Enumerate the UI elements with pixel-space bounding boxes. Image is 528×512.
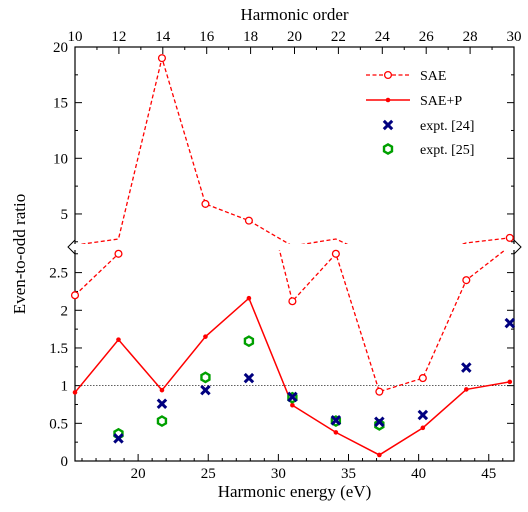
axis-break-mark-left <box>67 239 76 255</box>
series-saep-point <box>420 425 426 431</box>
legend-label: SAE <box>420 69 446 84</box>
x-tick-label: 40 <box>411 466 426 482</box>
legend-label: expt. [24] <box>420 119 474 134</box>
series-sae-line-lower <box>75 250 507 393</box>
series-sae-point <box>157 54 167 63</box>
series-saep-point <box>290 402 295 408</box>
top-tick-label: 28 <box>463 29 478 45</box>
series-expt24-point <box>113 433 124 444</box>
x-tick-label: 35 <box>341 466 356 482</box>
series-sae-point <box>288 297 297 306</box>
top-tick-label: 14 <box>155 29 171 45</box>
series-expt24-point <box>417 409 429 421</box>
series-saep-point <box>507 379 513 385</box>
series-saep-point <box>333 430 339 435</box>
series-expt24-point <box>504 317 516 329</box>
series-sae-point <box>505 233 514 242</box>
y-tick-label: 2.5 <box>49 266 68 282</box>
lower-panel-group <box>75 250 507 393</box>
y-tick-label: 10 <box>53 151 68 167</box>
legend-expt24-marker <box>382 119 394 131</box>
series-expt24-point <box>200 384 211 396</box>
series-sae-point <box>462 276 471 285</box>
top-tick-label: 10 <box>68 29 83 45</box>
top-tick-label: 22 <box>331 29 346 45</box>
y-axis-title: Even-to-odd ratio <box>10 194 29 314</box>
series-expt24-point <box>243 372 255 384</box>
series-saep-point <box>159 387 165 393</box>
series-expt24-point <box>461 362 472 373</box>
series-sae-point <box>418 374 427 383</box>
legend-sae-marker <box>383 70 393 80</box>
upper-panel-group <box>78 55 510 244</box>
series-expt24-point <box>330 415 342 426</box>
series-saep-point <box>246 295 252 301</box>
x-tick-label: 25 <box>201 466 216 482</box>
series-sae-point <box>375 387 384 396</box>
series-saep-point <box>203 334 208 339</box>
series-expt24-point <box>287 391 298 403</box>
series-sae-point <box>244 216 253 225</box>
x-axis-title: Harmonic energy (eV) <box>218 482 372 501</box>
top-tick-label: 12 <box>111 29 126 45</box>
legend-saep-marker <box>385 97 391 103</box>
axis-break-gap-left <box>69 244 81 250</box>
axis-break-gap-right <box>508 244 520 250</box>
y-tick-label: 20 <box>53 40 68 56</box>
top-tick-label: 30 <box>507 29 522 45</box>
y-tick-label: 1 <box>61 379 69 395</box>
x-tick-label: 45 <box>481 466 496 482</box>
series-sae-point <box>201 199 210 208</box>
series-saep-point <box>116 337 121 342</box>
x-tick-label: 20 <box>131 466 146 482</box>
series-expt25-point <box>156 415 168 428</box>
series-expt24-point <box>156 398 168 409</box>
series-saep-point <box>72 390 78 395</box>
series-expt25-point <box>200 371 211 384</box>
x-tick-label: 30 <box>271 466 286 482</box>
top-tick-label: 16 <box>199 29 215 45</box>
y-tick-label: 15 <box>53 96 68 112</box>
y-tick-label: 1.5 <box>49 341 68 357</box>
series-expt25-point <box>243 335 255 348</box>
series-saep-line <box>74 296 510 456</box>
series-saep-point <box>377 452 382 458</box>
legend-expt25-marker <box>382 143 394 155</box>
legend-label: expt. [25] <box>420 143 474 158</box>
top-axis-title: Harmonic order <box>240 5 348 24</box>
top-tick-label: 20 <box>287 29 302 45</box>
y-tick-label: 5 <box>61 207 69 223</box>
top-tick-label: 26 <box>419 29 435 45</box>
axis-break-mark-right <box>513 239 522 255</box>
series-sae-point <box>70 291 80 300</box>
series-sae-line-upper <box>78 55 510 244</box>
y-tick-label: 2 <box>61 303 69 319</box>
y-tick-label: 0.5 <box>49 416 68 432</box>
top-tick-label: 24 <box>375 29 391 45</box>
series-sae-point <box>331 249 340 258</box>
series-expt24-point <box>374 416 385 428</box>
series-sae-point <box>114 249 123 258</box>
top-tick-label: 18 <box>243 29 258 45</box>
series-saep-point <box>464 387 469 392</box>
legend-label: SAE+P <box>420 94 462 109</box>
y-tick-label: 0 <box>61 454 69 470</box>
